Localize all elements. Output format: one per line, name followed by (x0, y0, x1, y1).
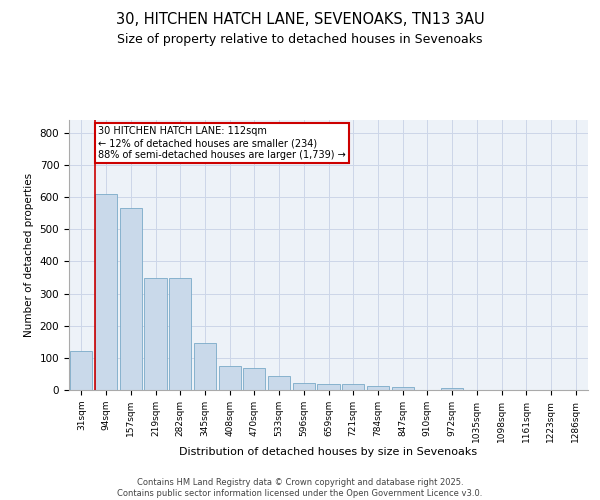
Bar (95, 194, 117, 390)
Bar (367, 386, 389, 390)
Bar (119, 208, 142, 390)
Bar (243, 368, 265, 390)
Bar (70, 352, 92, 390)
Text: 30, HITCHEN HATCH LANE, SEVENOAKS, TN13 3AU: 30, HITCHEN HATCH LANE, SEVENOAKS, TN13 … (116, 12, 484, 28)
Bar (194, 344, 216, 390)
Bar (145, 278, 167, 390)
Bar (392, 388, 414, 390)
Text: Contains HM Land Registry data © Crown copyright and database right 2025.
Contai: Contains HM Land Registry data © Crown c… (118, 478, 482, 498)
Bar (169, 278, 191, 390)
Bar (441, 388, 463, 390)
Y-axis label: Number of detached properties: Number of detached properties (24, 173, 34, 337)
Text: 30 HITCHEN HATCH LANE: 112sqm
← 12% of detached houses are smaller (234)
88% of : 30 HITCHEN HATCH LANE: 112sqm ← 12% of d… (98, 126, 346, 160)
Bar (317, 384, 340, 390)
Bar (342, 384, 364, 390)
X-axis label: Distribution of detached houses by size in Sevenoaks: Distribution of detached houses by size … (179, 448, 478, 458)
Bar (268, 376, 290, 390)
Text: Size of property relative to detached houses in Sevenoaks: Size of property relative to detached ho… (117, 32, 483, 46)
Bar (218, 366, 241, 390)
Bar (293, 383, 315, 390)
